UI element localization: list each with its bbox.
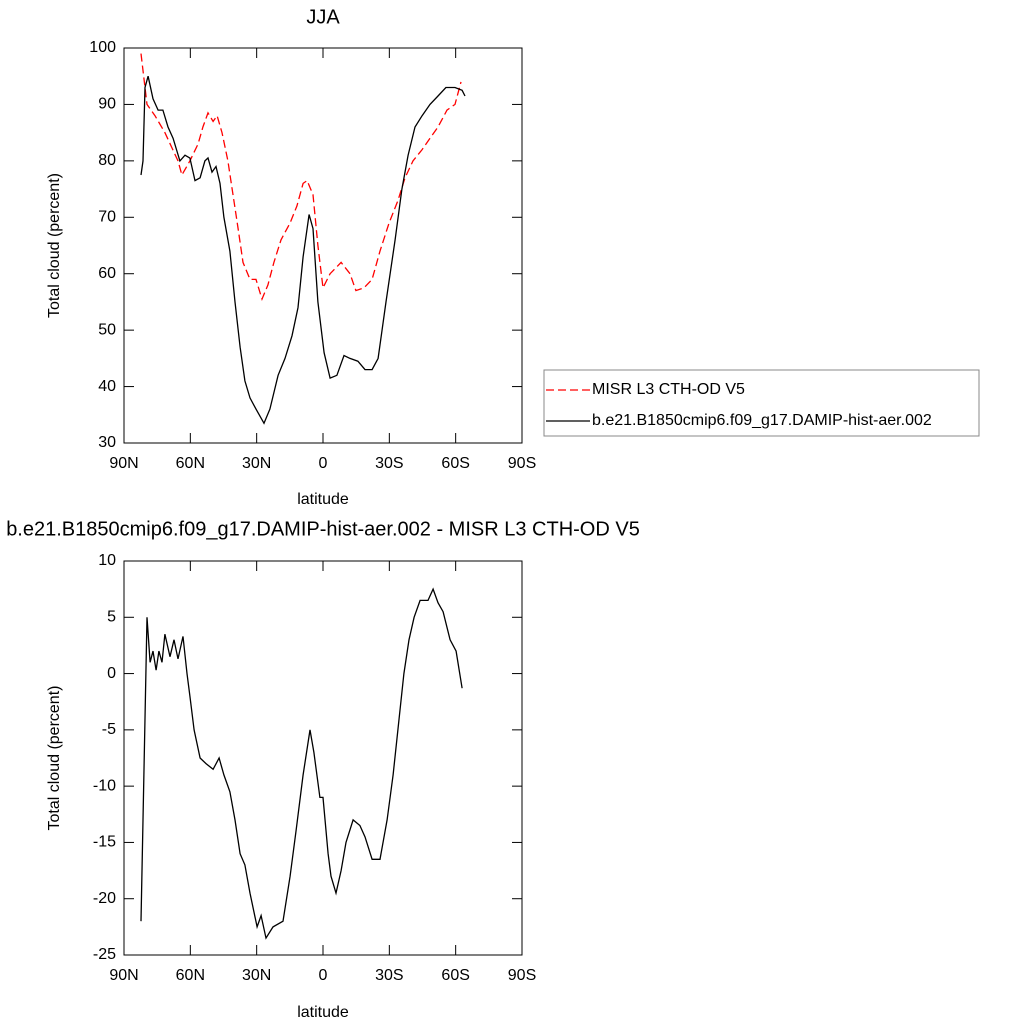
y-tick-label: 10 xyxy=(98,552,116,569)
y-tick-label: 30 xyxy=(98,434,116,451)
y-tick-label: 90 xyxy=(98,96,116,113)
y-tick-label: 100 xyxy=(89,39,116,56)
chart-title: b.e21.B1850cmip6.f09_g17.DAMIP-hist-aer.… xyxy=(6,518,640,540)
x-tick-label: 90N xyxy=(109,455,138,472)
y-tick-label: 60 xyxy=(98,265,116,282)
legend-label: MISR L3 CTH-OD V5 xyxy=(592,381,745,398)
y-tick-label: 5 xyxy=(107,609,116,626)
x-tick-label: 30S xyxy=(375,455,403,472)
x-tick-label: 90N xyxy=(109,967,138,984)
x-tick-label: 30N xyxy=(242,967,271,984)
x-tick-label: 0 xyxy=(319,455,328,472)
y-tick-label: -5 xyxy=(102,721,116,738)
x-axis-label: latitude xyxy=(297,491,349,508)
data-line xyxy=(140,53,462,302)
x-tick-label: 0 xyxy=(319,967,328,984)
y-tick-label: 80 xyxy=(98,152,116,169)
y-axis-label: Total cloud (percent) xyxy=(46,686,63,831)
x-tick-label: 90S xyxy=(508,967,536,984)
y-tick-label: -10 xyxy=(93,777,116,794)
legend-label: b.e21.B1850cmip6.f09_g17.DAMIP-hist-aer.… xyxy=(592,412,932,429)
x-tick-label: 60S xyxy=(441,967,469,984)
y-tick-label: 40 xyxy=(98,378,116,395)
legend-box xyxy=(543,369,980,437)
y-tick-label: 0 xyxy=(107,665,116,682)
plot-frame xyxy=(123,560,523,956)
data-line xyxy=(140,76,466,425)
plot-frame xyxy=(123,47,523,444)
x-tick-label: 60S xyxy=(441,455,469,472)
y-tick-label: 70 xyxy=(98,209,116,226)
data-line xyxy=(140,587,463,940)
x-tick-label: 60N xyxy=(176,967,205,984)
y-axis-label: Total cloud (percent) xyxy=(46,173,63,318)
x-tick-label: 30S xyxy=(375,967,403,984)
y-tick-label: -15 xyxy=(93,834,116,851)
x-tick-label: 60N xyxy=(176,455,205,472)
y-tick-label: -20 xyxy=(93,890,116,907)
x-tick-label: 90S xyxy=(508,455,536,472)
chart-title: JJA xyxy=(306,6,340,28)
x-axis-label: latitude xyxy=(297,1004,349,1021)
y-tick-label: -25 xyxy=(93,946,116,963)
y-tick-label: 50 xyxy=(98,321,116,338)
x-tick-label: 30N xyxy=(242,455,271,472)
